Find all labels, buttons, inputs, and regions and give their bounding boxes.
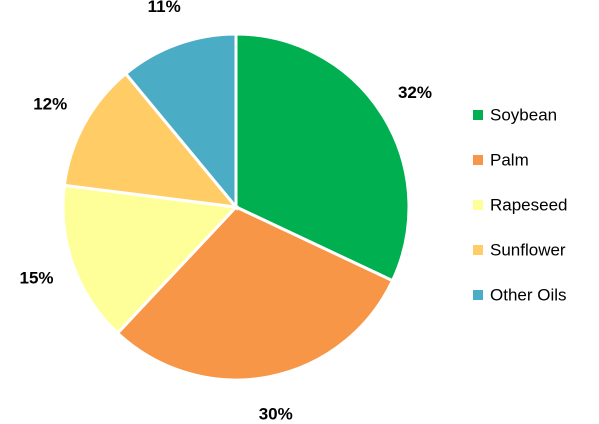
data-label: 11% bbox=[148, 0, 181, 16]
data-label: 12% bbox=[33, 94, 67, 113]
legend-swatch bbox=[473, 110, 483, 120]
pie-slice bbox=[234, 32, 411, 283]
legend-swatch bbox=[473, 245, 483, 255]
data-label: 32% bbox=[398, 83, 432, 102]
legend-label: Palm bbox=[490, 150, 529, 169]
legend-label: Other Oils bbox=[490, 285, 567, 304]
pie-slice bbox=[115, 205, 395, 382]
legend-swatch bbox=[473, 155, 483, 165]
legend-label: Rapeseed bbox=[490, 195, 568, 214]
data-label: 15% bbox=[20, 268, 54, 287]
legend-label: Sunflower bbox=[490, 240, 566, 259]
legend-label: Soybean bbox=[490, 105, 557, 124]
pie-slice bbox=[62, 71, 240, 209]
data-label: 30% bbox=[259, 405, 293, 424]
pie-slice bbox=[123, 32, 238, 212]
legend-swatch bbox=[473, 290, 483, 300]
pie-slice bbox=[61, 183, 240, 336]
legend-swatch bbox=[473, 200, 483, 210]
